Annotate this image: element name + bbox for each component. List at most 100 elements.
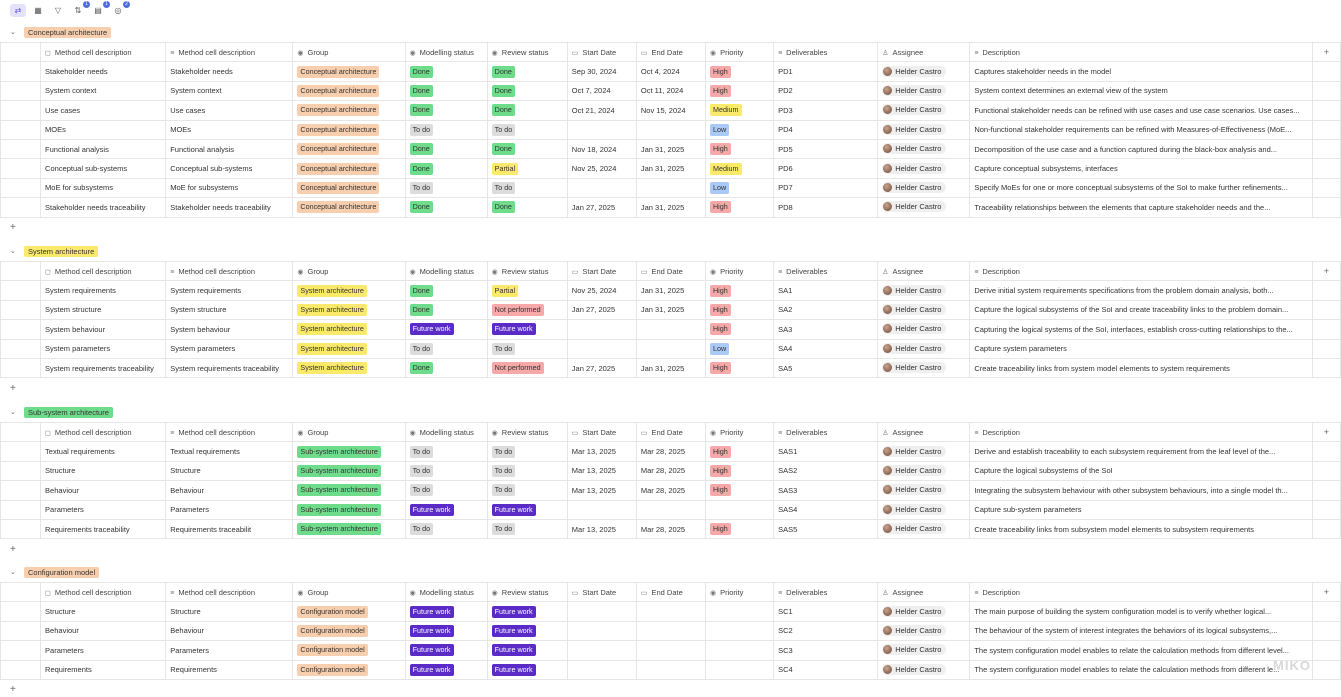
table-cell[interactable]: The behaviour of the system of interest … [969, 620, 1313, 642]
column-header[interactable]: ▭ End Date [635, 581, 706, 603]
add-row-button[interactable]: + [10, 543, 16, 555]
table-cell[interactable]: PD2 [773, 80, 879, 102]
table-cell[interactable]: Helder Castro [877, 460, 971, 482]
column-header[interactable]: ▭ End Date [635, 421, 706, 443]
column-header[interactable]: ◉ Group [292, 260, 406, 282]
table-cell[interactable]: Functional analysis [40, 138, 167, 160]
table-cell[interactable]: Partial [486, 280, 568, 301]
table-cell[interactable]: Oct 4, 2024 [635, 61, 706, 82]
table-cell[interactable]: SC3 [773, 640, 879, 661]
column-header[interactable]: ▭ Start Date [566, 41, 637, 63]
table-cell[interactable]: The system configuration model enables t… [969, 640, 1313, 661]
table-cell[interactable]: High [704, 441, 775, 462]
table-cell[interactable]: Oct 7, 2024 [566, 80, 637, 102]
column-header[interactable]: ◉ Review status [486, 581, 568, 603]
table-cell[interactable]: Requirements traceability [40, 518, 167, 540]
table-cell[interactable]: To do [486, 338, 568, 359]
table-cell[interactable]: Done [404, 280, 488, 301]
table-cell[interactable]: Mar 28, 2025 [635, 518, 706, 540]
group-header[interactable]: ⌄ Sub-system architecture [0, 402, 1341, 422]
table-cell[interactable]: Future work [404, 319, 488, 340]
table-cell[interactable] [635, 338, 706, 359]
table-cell[interactable]: Done [404, 357, 488, 379]
table-cell[interactable]: System parameters [165, 338, 294, 359]
add-column-button[interactable]: + [1311, 421, 1341, 443]
table-cell[interactable]: Derive and establish traceability to eac… [969, 441, 1313, 462]
table-cell[interactable]: Future work [404, 601, 488, 622]
table-cell[interactable] [704, 640, 775, 661]
table-cell[interactable]: Jan 31, 2025 [635, 197, 706, 218]
table-cell[interactable]: To do [404, 338, 488, 359]
table-cell[interactable] [704, 659, 775, 680]
table-row[interactable]: Stakeholder needs traceability Stakeholde… [0, 197, 1341, 218]
table-cell[interactable]: Decomposition of the use case and a func… [969, 138, 1313, 160]
table-row[interactable]: System context System context Conceptual a… [0, 80, 1341, 102]
table-cell[interactable]: Conceptual architecture [292, 197, 406, 218]
table-cell[interactable]: MOEs [165, 119, 294, 140]
column-header[interactable]: ≡ Method cell description [165, 581, 294, 603]
table-row[interactable]: System behaviour System behaviour System a… [0, 319, 1341, 340]
table-cell[interactable]: Conceptual architecture [292, 138, 406, 160]
table-cell[interactable]: Future work [486, 659, 568, 680]
table-cell[interactable]: Sub-system architecture [292, 518, 406, 540]
table-cell[interactable]: System architecture [292, 280, 406, 301]
column-header[interactable]: ◉ Priority [704, 260, 775, 282]
table-row[interactable]: Requirements traceability Requirements tr… [0, 518, 1341, 540]
column-header[interactable]: ♙ Assignee [877, 41, 971, 63]
table-cell[interactable]: Functional stakeholder needs can be refi… [969, 100, 1313, 121]
table-cell[interactable]: Conceptual sub-systems [165, 158, 294, 179]
table-cell[interactable]: Conceptual architecture [292, 119, 406, 140]
filter-button[interactable]: ▽ [50, 4, 66, 17]
table-cell[interactable]: SAS1 [773, 441, 879, 462]
table-cell[interactable]: Conceptual architecture [292, 177, 406, 199]
table-cell[interactable]: System structure [165, 299, 294, 321]
table-cell[interactable]: Helder Castro [877, 441, 971, 462]
table-cell[interactable] [704, 620, 775, 642]
table-cell[interactable]: System architecture [292, 338, 406, 359]
table-cell[interactable]: System behaviour [40, 319, 167, 340]
table-cell[interactable]: System context [165, 80, 294, 102]
column-header[interactable]: ≡ Deliverables [773, 260, 879, 282]
table-cell[interactable]: Traceability relationships between the e… [969, 197, 1313, 218]
add-row-button[interactable]: + [10, 684, 16, 696]
column-header[interactable]: ◉ Priority [704, 581, 775, 603]
table-cell[interactable]: PD5 [773, 138, 879, 160]
table-cell[interactable] [635, 499, 706, 520]
table-row[interactable]: Stakeholder needs Stakeholder needs Concep… [0, 61, 1341, 82]
table-cell[interactable]: Structure [165, 601, 294, 622]
chevron-down-icon[interactable]: ⌄ [10, 409, 16, 416]
table-cell[interactable]: High [704, 357, 775, 379]
table-cell[interactable]: Functional analysis [165, 138, 294, 160]
table-cell[interactable] [566, 119, 637, 140]
table-cell[interactable]: Helder Castro [877, 620, 971, 642]
table-cell[interactable]: High [704, 80, 775, 102]
table-cell[interactable]: Helder Castro [877, 280, 971, 301]
table-row[interactable]: Structure Structure Configuration model Fut… [0, 601, 1341, 622]
table-cell[interactable]: Mar 13, 2025 [566, 518, 637, 540]
table-cell[interactable]: Low [704, 338, 775, 359]
table-cell[interactable]: Nov 15, 2024 [635, 100, 706, 121]
table-cell[interactable]: Helder Castro [877, 518, 971, 540]
table-cell[interactable]: Capture system parameters [969, 338, 1313, 359]
column-header[interactable]: ◉ Modelling status [404, 581, 488, 603]
table-row[interactable]: Textual requirements Textual requirements… [0, 441, 1341, 462]
column-header[interactable]: ≡ Deliverables [773, 581, 879, 603]
table-cell[interactable]: Partial [486, 158, 568, 179]
table-cell[interactable] [704, 499, 775, 520]
table-cell[interactable]: Jan 31, 2025 [635, 158, 706, 179]
table-cell[interactable]: To do [486, 480, 568, 501]
table-cell[interactable]: Behaviour [165, 620, 294, 642]
table-cell[interactable]: SC2 [773, 620, 879, 642]
table-cell[interactable]: Specify MoEs for one or more conceptual … [969, 177, 1313, 199]
table-cell[interactable]: Configuration model [292, 601, 406, 622]
table-row[interactable]: Parameters Parameters Sub-system architect… [0, 499, 1341, 520]
table-cell[interactable]: To do [404, 460, 488, 482]
table-row[interactable]: System structure System structure System a… [0, 299, 1341, 321]
table-row[interactable]: Behaviour Behaviour Configuration model Fut… [0, 620, 1341, 642]
column-header[interactable]: ≡ Description [969, 41, 1313, 63]
table-cell[interactable]: System requirements [40, 280, 167, 301]
table-cell[interactable]: Jan 27, 2025 [566, 299, 637, 321]
table-cell[interactable] [635, 319, 706, 340]
table-cell[interactable]: Jan 27, 2025 [566, 197, 637, 218]
table-cell[interactable]: Sub-system architecture [292, 441, 406, 462]
